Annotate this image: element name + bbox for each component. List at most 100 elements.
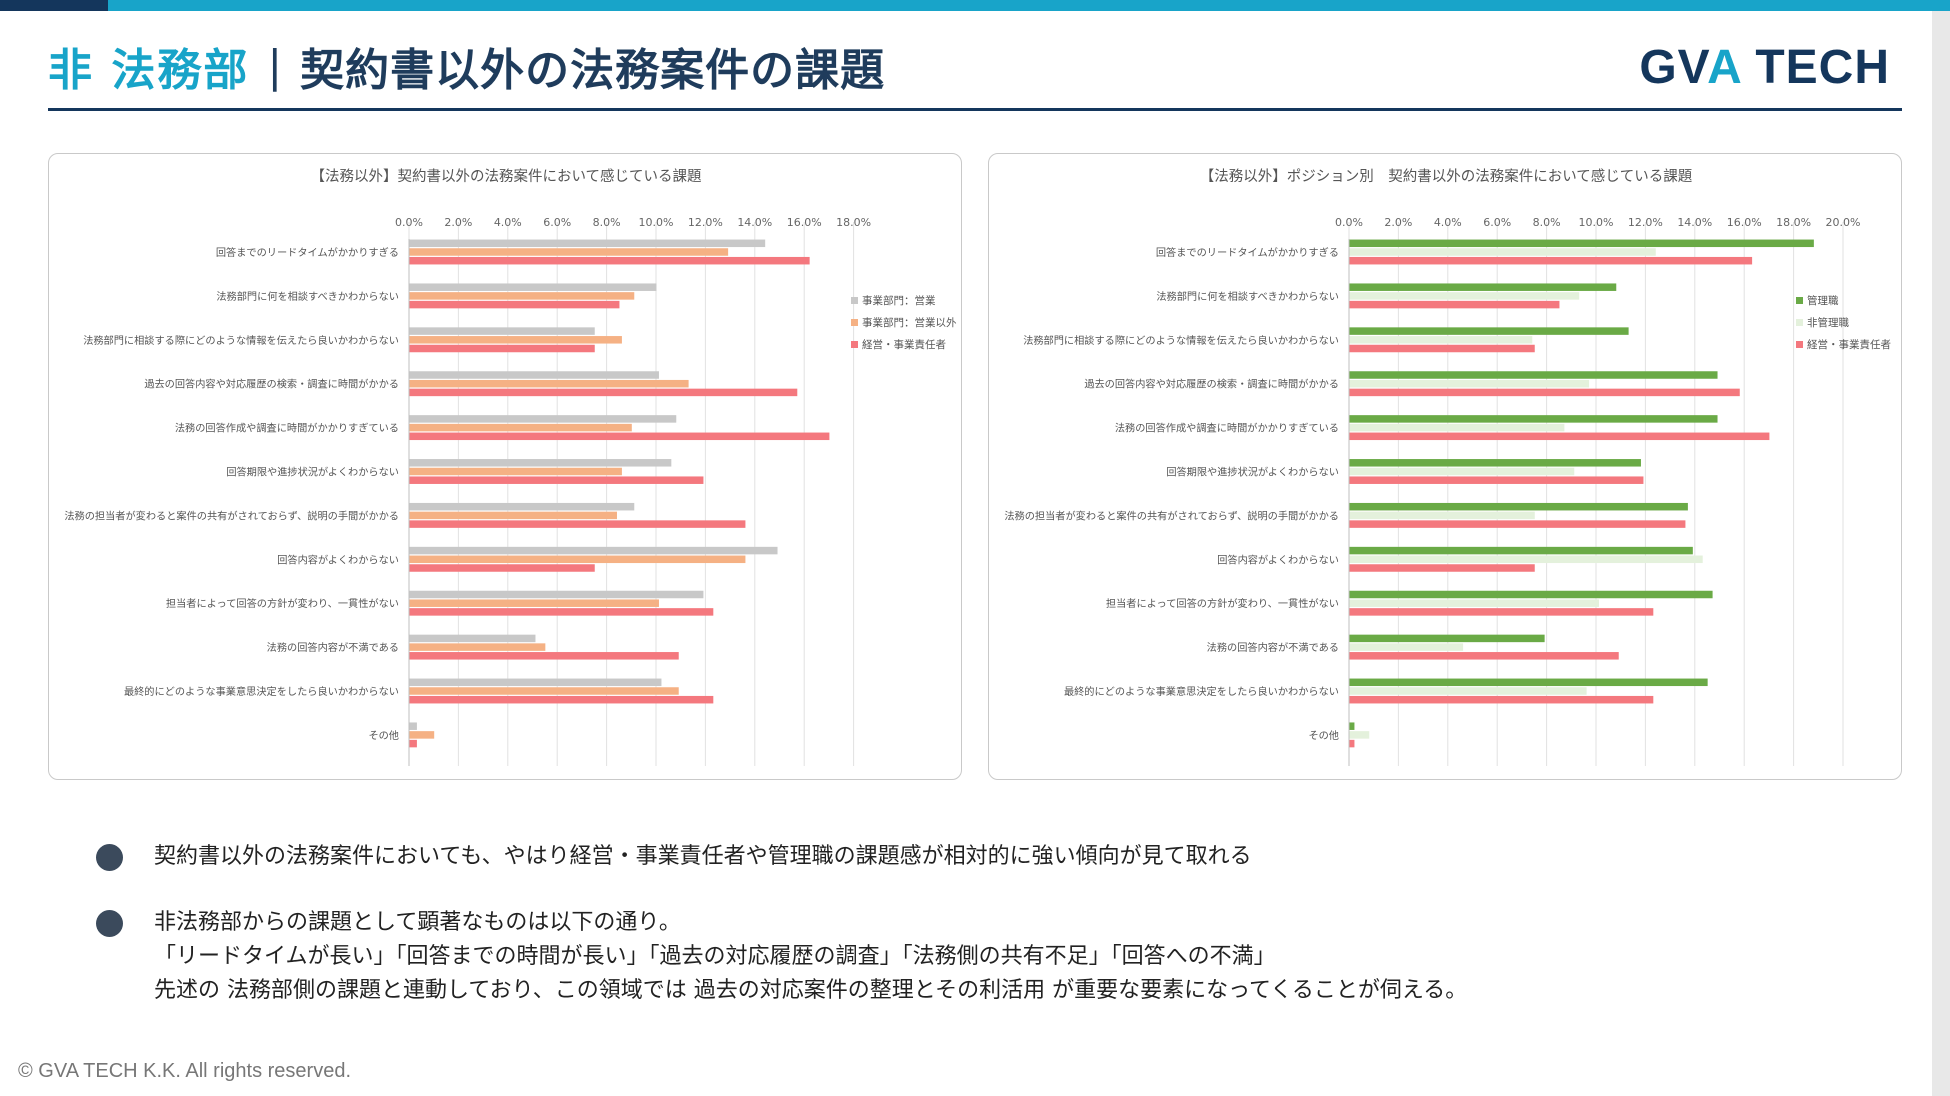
x-tick-label: 16.0% — [787, 216, 822, 229]
bar-2 — [409, 599, 659, 607]
bar-1 — [1349, 371, 1718, 379]
bar-2 — [1349, 336, 1533, 344]
category-label: 担当者によって回答の方針が変わり、一貫性がない — [166, 597, 399, 610]
bar-3 — [1349, 652, 1619, 660]
bar-3 — [1349, 432, 1770, 441]
bar-3 — [1349, 520, 1686, 528]
bar-1 — [1349, 502, 1688, 511]
category-label: 法務の回答作成や調査に時間がかかりすぎている — [175, 422, 399, 435]
legend-label: 非管理職 — [1807, 316, 1849, 329]
chart-title: 【法務以外】ポジション別 契約書以外の法務案件において感じている課題 — [1200, 167, 1693, 185]
bar-2 — [409, 643, 546, 651]
x-tick-label: 0.0% — [1335, 216, 1363, 229]
bullet-2-line-2: 「リードタイムが長い」「回答までの時間が長い」「過去の対応履歴の調査」「法務側の… — [154, 944, 1276, 969]
x-tick-label: 18.0% — [1776, 216, 1811, 229]
bar-3 — [1349, 739, 1355, 748]
x-tick-label: 6.0% — [1483, 216, 1511, 229]
legend-label: 経営・事業責任者 — [862, 338, 946, 351]
bar-1 — [409, 546, 778, 555]
x-tick-label: 4.0% — [494, 216, 522, 229]
x-tick-label: 6.0% — [543, 216, 571, 229]
chart-left-svg: 【法務以外】契約書以外の法務案件において感じている課題 0.0% 2.0% 4.0% 6… — [64, 167, 957, 766]
x-tick-label: 20.0% — [1826, 216, 1861, 229]
bullet-1-line-1: 契約書以外の法務案件においても、やはり経営・事業責任者や管理職の課題感が相対的に… — [154, 844, 1252, 869]
bar-3 — [409, 432, 830, 441]
bar-2 — [409, 423, 632, 432]
x-tick-label: 14.0% — [737, 216, 772, 229]
bar-1 — [1349, 327, 1629, 335]
bar-2 — [409, 379, 689, 388]
category-label: 回答内容がよくわからない — [277, 553, 399, 566]
page-title-main: 契約書以外の法務案件の課題 — [300, 45, 886, 96]
bar-3 — [409, 652, 679, 660]
bar-2 — [1349, 511, 1535, 520]
right-edge-strip — [1932, 11, 1950, 1096]
title-divider — [48, 108, 1902, 111]
logo-text-tech: TECH — [1741, 41, 1890, 94]
bar-1 — [409, 415, 677, 423]
x-tick-label: 12.0% — [688, 216, 723, 229]
category-label: 回答までのリードタイムがかかりすぎる — [1156, 246, 1339, 259]
category-label: 法務部門に相談する際にどのような情報を伝えたら良いかわからない — [1023, 334, 1339, 347]
bar-2 — [409, 248, 729, 256]
bar-2 — [409, 731, 435, 739]
bar-1 — [409, 371, 659, 379]
bar-2 — [1349, 423, 1565, 432]
x-tick-label: 4.0% — [1434, 216, 1462, 229]
category-label: 過去の回答内容や対応履歴の検索・調査に時間がかかる — [144, 378, 399, 391]
bar-2 — [1349, 643, 1464, 651]
chart-right-svg: 【法務以外】ポジション別 契約書以外の法務案件において感じている課題 0.0% 2.… — [1004, 167, 1891, 766]
bar-2 — [1349, 248, 1656, 256]
page-title-separator: | — [267, 40, 283, 92]
bullet-list: 契約書以外の法務案件においても、やはり経営・事業責任者や管理職の課題感が相対的に… — [96, 840, 1796, 1008]
copyright-footer: © GVA TECH K.K. All rights reserved. — [18, 1060, 351, 1082]
bar-1 — [409, 283, 657, 291]
bar-1 — [1349, 722, 1355, 730]
legend-swatch — [1796, 341, 1803, 348]
bar-1 — [409, 722, 417, 730]
bar-3 — [409, 256, 810, 265]
x-tick-label: 14.0% — [1677, 216, 1712, 229]
chart-card-left: 【法務以外】契約書以外の法務案件において感じている課題 0.0% 2.0% 4.0% 6… — [48, 153, 962, 780]
bar-1 — [1349, 459, 1641, 467]
bar-3 — [409, 695, 714, 704]
bar-1 — [1349, 678, 1708, 687]
bar-3 — [409, 520, 746, 528]
bullet-item-1: 契約書以外の法務案件においても、やはり経営・事業責任者や管理職の課題感が相対的に… — [96, 840, 1796, 874]
category-label: 法務の回答内容が不満である — [267, 641, 399, 654]
bar-3 — [409, 300, 620, 309]
page-title-accent: 非 法務部 — [48, 45, 250, 96]
bar-2 — [1349, 555, 1703, 564]
legend-swatch — [851, 297, 858, 304]
bar-2 — [409, 292, 635, 300]
bar-2 — [409, 467, 622, 476]
bar-1 — [409, 678, 662, 687]
bar-3 — [1349, 256, 1753, 265]
category-label: 法務部門に何を相談すべきかわからない — [1156, 290, 1339, 303]
bar-1 — [409, 502, 635, 511]
bar-3 — [1349, 608, 1654, 616]
legend-swatch — [1796, 319, 1803, 326]
legend-swatch — [851, 319, 858, 326]
chart-title: 【法務以外】契約書以外の法務案件において感じている課題 — [310, 167, 701, 185]
bar-3 — [1349, 695, 1654, 704]
bar-2 — [1349, 599, 1599, 607]
legend-label: 事業部門：営業 — [862, 294, 936, 307]
x-tick-label: 10.0% — [1579, 216, 1614, 229]
bar-2 — [409, 511, 617, 520]
legend-label: 管理職 — [1807, 294, 1839, 307]
bar-1 — [409, 459, 672, 467]
bar-2 — [1349, 292, 1580, 300]
category-label: 最終的にどのような事業意思決定をしたら良いかわからない — [124, 685, 399, 698]
bar-2 — [409, 336, 622, 344]
bar-2 — [409, 687, 679, 695]
legend-label: 経営・事業責任者 — [1807, 338, 1891, 351]
category-label: 法務の担当者が変わると案件の共有がされておらず、説明の手間がかかる — [1004, 509, 1339, 522]
bullet-2-line-1: 非法務部からの課題として顕著なものは以下の通り。 — [154, 910, 681, 935]
category-label: 担当者によって回答の方針が変わり、一貫性がない — [1106, 597, 1339, 610]
x-tick-label: 12.0% — [1628, 216, 1663, 229]
bar-2 — [1349, 731, 1370, 739]
bar-3 — [409, 388, 798, 397]
x-tick-label: 8.0% — [1533, 216, 1561, 229]
bar-3 — [1349, 564, 1535, 572]
